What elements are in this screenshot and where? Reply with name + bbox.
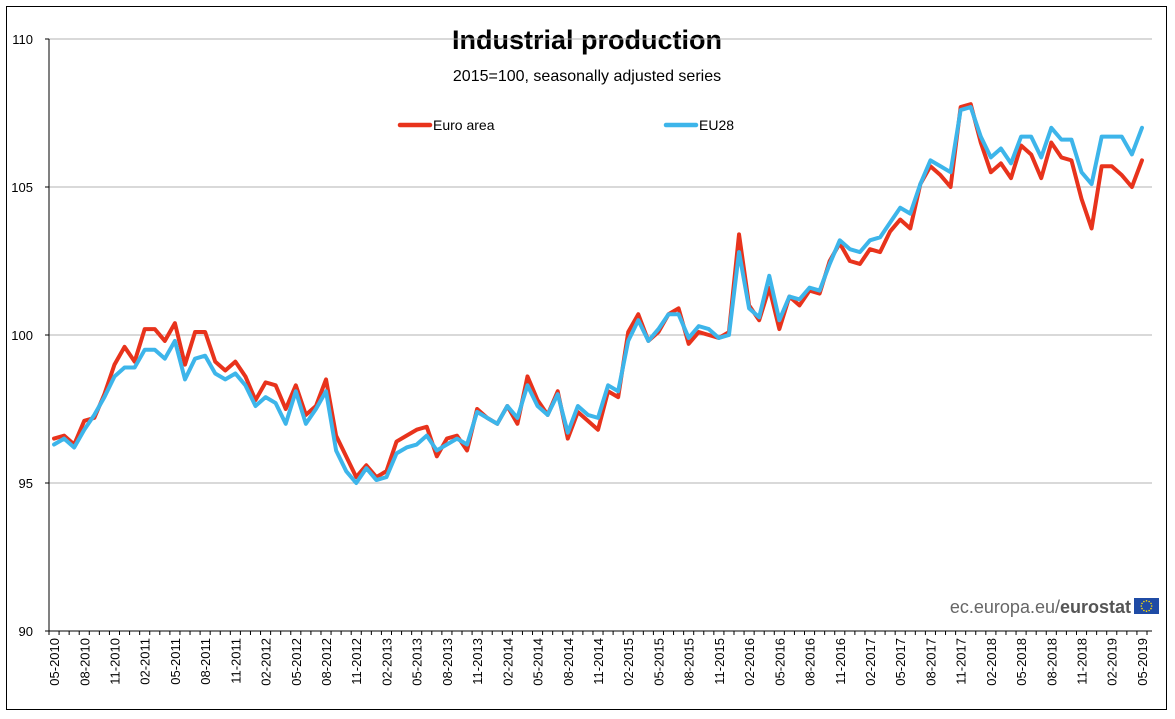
flag-star: [1143, 600, 1145, 603]
x-axis-ticks: 05-2010 08-2010 11-2010 02-2011 05-2011 08-20…: [47, 631, 1150, 686]
x-tick-label-02-2016: 02-2016: [742, 638, 757, 686]
source-watermark: ec.europa.eu/eurostat: [950, 597, 1159, 617]
x-tick-label-11-2011: 11-2011: [228, 638, 243, 684]
flag-star: [1150, 607, 1152, 610]
legend: Euro area EU28: [397, 117, 734, 133]
flag-star: [1148, 600, 1150, 603]
source-text: ec.europa.eu/eurostat: [950, 597, 1131, 617]
y-tick-label-95: 95: [19, 476, 33, 491]
source-domain: ec.europa.eu/: [950, 597, 1060, 617]
y-tick-label-105: 105: [11, 180, 33, 195]
flag-star: [1143, 609, 1145, 612]
legend-item-euro-area: Euro area: [397, 117, 495, 133]
x-tick-label-08-2017: 08-2017: [923, 638, 938, 686]
x-tick-label-08-2012: 08-2012: [319, 638, 334, 686]
flag-star: [1150, 602, 1152, 605]
x-tick-label-02-2012: 02-2012: [259, 638, 274, 686]
x-tick-label-11-2015: 11-2015: [712, 638, 727, 685]
flag-star: [1141, 607, 1143, 610]
x-tick-label-11-2012: 11-2012: [349, 638, 364, 685]
x-tick-label-11-2010: 11-2010: [107, 638, 122, 685]
chart-frame: Industrial production 2015=100, seasonal…: [6, 6, 1167, 710]
x-tick-label-02-2015: 02-2015: [621, 638, 636, 686]
flag-star: [1148, 609, 1150, 612]
flag-star: [1145, 600, 1148, 602]
x-tick-label-05-2016: 05-2016: [772, 638, 787, 686]
flag-star: [1141, 602, 1143, 605]
x-tick-label-08-2011: 08-2011: [198, 638, 213, 685]
legend-item-eu28: EU28: [663, 117, 734, 133]
x-tick-label-05-2015: 05-2015: [651, 638, 666, 686]
x-tick-label-05-2010: 05-2010: [47, 638, 62, 686]
flag-star: [1150, 605, 1153, 607]
y-tick-label-100: 100: [11, 328, 33, 343]
chart-subtitle: 2015=100, seasonally adjusted series: [453, 68, 721, 85]
x-tick-label-08-2014: 08-2014: [561, 638, 576, 686]
line-chart: Industrial production 2015=100, seasonal…: [11, 25, 1159, 686]
x-tick-label-02-2019: 02-2019: [1105, 638, 1120, 686]
series-line-eu28: [52, 105, 1144, 485]
flag-star: [1145, 610, 1148, 612]
x-tick-label-05-2014: 05-2014: [531, 638, 546, 686]
x-tick-label-11-2018: 11-2018: [1075, 638, 1090, 685]
source-brand: eurostat: [1060, 597, 1131, 617]
x-tick-label-05-2018: 05-2018: [1014, 638, 1029, 686]
x-tick-label-05-2011: 05-2011: [168, 638, 183, 685]
x-tick-label-11-2017: 11-2017: [954, 638, 969, 685]
x-tick-label-05-2019: 05-2019: [1135, 638, 1150, 686]
y-tick-label-90: 90: [19, 624, 33, 639]
series-line-euro-area: [52, 102, 1144, 480]
x-tick-label-08-2018: 08-2018: [1044, 638, 1059, 686]
legend-label-euro-area: Euro area: [433, 117, 495, 133]
chart-title: Industrial production: [452, 25, 722, 55]
x-tick-label-02-2011: 02-2011: [138, 638, 153, 685]
x-tick-label-02-2014: 02-2014: [500, 638, 515, 686]
x-tick-label-11-2013: 11-2013: [470, 638, 485, 685]
x-tick-label-08-2015: 08-2015: [682, 638, 697, 686]
gridlines: [49, 38, 1152, 484]
legend-label-eu28: EU28: [699, 117, 734, 133]
x-tick-label-05-2012: 05-2012: [289, 638, 304, 686]
x-tick-label-11-2014: 11-2014: [591, 638, 606, 685]
x-tick-label-02-2017: 02-2017: [863, 638, 878, 686]
x-tick-label-11-2016: 11-2016: [833, 638, 848, 685]
x-tick-label-08-2010: 08-2010: [77, 638, 92, 686]
x-tick-label-02-2013: 02-2013: [379, 638, 394, 686]
eu-flag-icon: [1134, 598, 1159, 614]
x-tick-label-05-2017: 05-2017: [893, 638, 908, 686]
x-tick-label-02-2018: 02-2018: [984, 638, 999, 686]
x-tick-label-08-2013: 08-2013: [440, 638, 455, 686]
y-axis-ticks: 90 95 100 105 110: [11, 32, 49, 639]
series-lines: [52, 102, 1144, 485]
y-tick-label-110: 110: [12, 32, 33, 47]
flag-star: [1140, 605, 1143, 607]
x-tick-label-05-2013: 05-2013: [410, 638, 425, 686]
x-tick-label-08-2016: 08-2016: [803, 638, 818, 686]
